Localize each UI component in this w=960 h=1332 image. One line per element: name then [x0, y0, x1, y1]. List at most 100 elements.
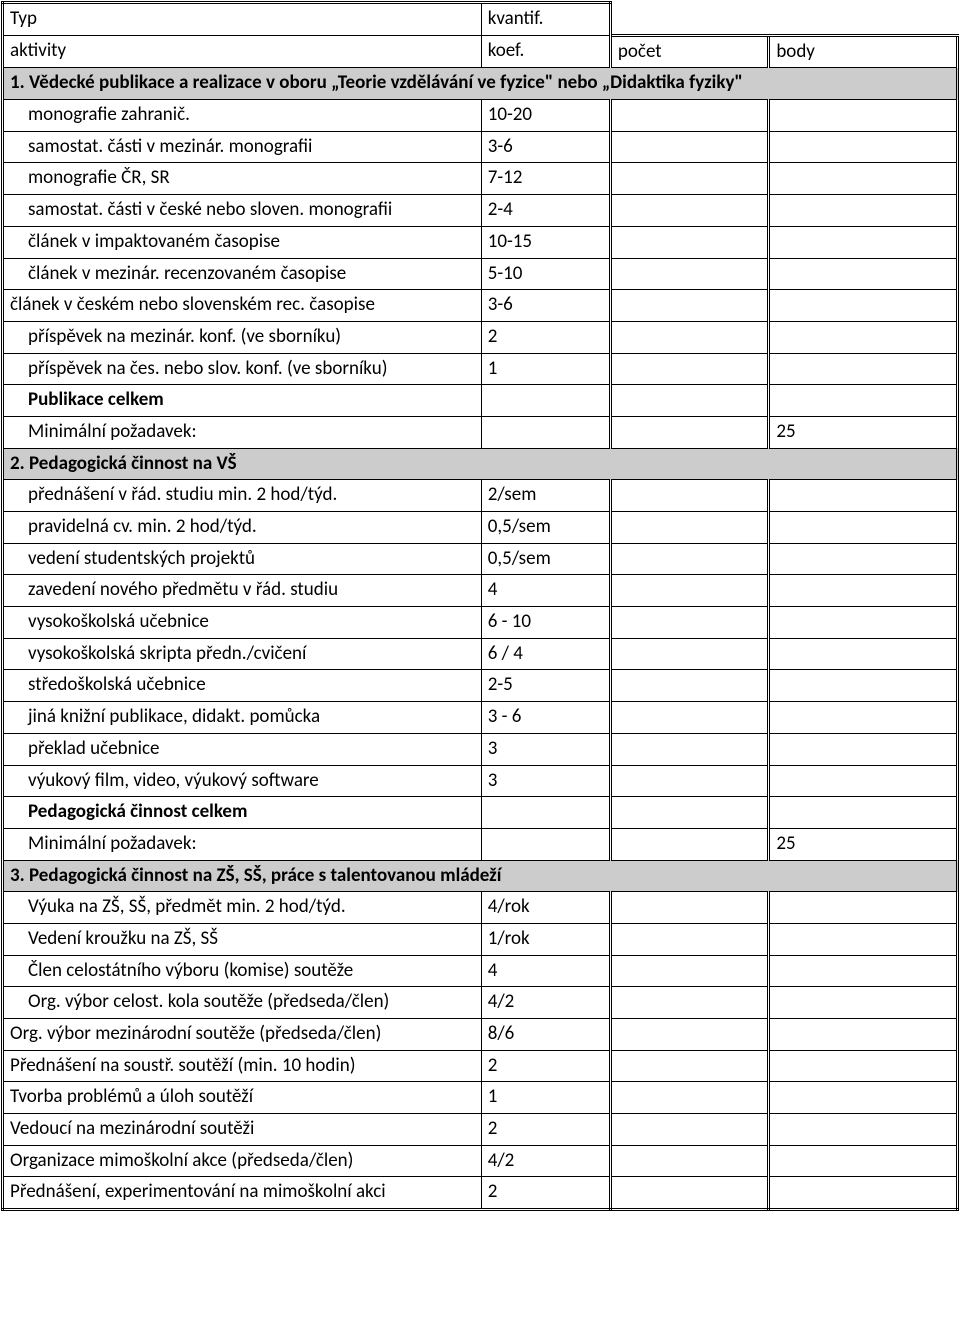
s1-min-label: Minimální požadavek: [3, 416, 482, 448]
row-label: vysokoškolská učebnice [3, 607, 482, 639]
row-body [769, 131, 958, 163]
row-body [769, 638, 958, 670]
row-body [769, 923, 958, 955]
row-label: vedení studentských projektů [3, 543, 482, 575]
row-pocet [610, 987, 768, 1019]
row-label: Přednášení na soustř. soutěží (min. 10 h… [3, 1050, 482, 1082]
header-typ: Typ [3, 3, 482, 36]
row-koef: 10-15 [481, 226, 610, 258]
row-label: článek v českém nebo slovenském rec. čas… [3, 290, 482, 322]
row-pocet [610, 607, 768, 639]
s2-total: Pedagogická činnost celkem [3, 797, 482, 829]
row-pocet [610, 765, 768, 797]
row-label: zavedení nového předmětu v řád. studiu [3, 575, 482, 607]
row-label: pravidelná cv. min. 2 hod/týd. [3, 512, 482, 544]
row-label: Org. výbor celost. kola soutěže (předsed… [3, 987, 482, 1019]
row-koef: 8/6 [481, 1019, 610, 1051]
row-body [769, 195, 958, 227]
row-pocet [610, 543, 768, 575]
row-pocet [610, 955, 768, 987]
row-koef: 4/2 [481, 987, 610, 1019]
header-aktivity: aktivity [3, 35, 482, 68]
row-koef: 3 [481, 765, 610, 797]
row-body [769, 987, 958, 1019]
row-body [769, 1145, 958, 1177]
s1-total: Publikace celkem [3, 385, 482, 417]
row-pocet [610, 131, 768, 163]
row-body [769, 702, 958, 734]
row-pocet [610, 923, 768, 955]
row-koef: 3 - 6 [481, 702, 610, 734]
row-pocet [610, 1019, 768, 1051]
row-koef: 2 [481, 1050, 610, 1082]
row-pocet [610, 575, 768, 607]
row-pocet [610, 1114, 768, 1146]
row-pocet [610, 512, 768, 544]
row-koef: 5-10 [481, 258, 610, 290]
row-body [769, 955, 958, 987]
row-pocet [610, 892, 768, 924]
row-body [769, 1050, 958, 1082]
row-label: překlad učebnice [3, 733, 482, 765]
row-koef: 4/rok [481, 892, 610, 924]
row-pocet [610, 226, 768, 258]
row-label: příspěvek na čes. nebo slov. konf. (ve s… [3, 353, 482, 385]
section-3-title: 3. Pedagogická činnost na ZŠ, SŠ, práce … [3, 860, 958, 892]
row-pocet [610, 258, 768, 290]
activity-table: Typ kvantif. aktivity koef. počet body 1… [1, 1, 959, 1211]
row-label: příspěvek na mezinár. konf. (ve sborníku… [3, 321, 482, 353]
row-label: samostat. části v české nebo sloven. mon… [3, 195, 482, 227]
row-label: Vedení kroužku na ZŠ, SŠ [3, 923, 482, 955]
row-body [769, 1082, 958, 1114]
row-koef: 3-6 [481, 131, 610, 163]
row-koef: 1 [481, 1082, 610, 1114]
header-pocet: počet [610, 35, 768, 68]
row-label: Výuka na ZŠ, SŠ, předmět min. 2 hod/týd. [3, 892, 482, 924]
row-label: jiná knižní publikace, didakt. pomůcka [3, 702, 482, 734]
row-koef: 0,5/sem [481, 512, 610, 544]
row-body [769, 1019, 958, 1051]
row-pocet [610, 290, 768, 322]
row-body [769, 480, 958, 512]
row-body [769, 163, 958, 195]
row-pocet [610, 100, 768, 132]
row-koef: 6 - 10 [481, 607, 610, 639]
row-pocet [610, 353, 768, 385]
row-koef: 3 [481, 733, 610, 765]
row-body [769, 226, 958, 258]
row-body [769, 258, 958, 290]
row-body [769, 321, 958, 353]
row-label: výukový film, video, výukový software [3, 765, 482, 797]
row-koef: 10-20 [481, 100, 610, 132]
row-koef: 0,5/sem [481, 543, 610, 575]
header-koef: koef. [481, 35, 610, 68]
row-label: Přednášení, experimentování na mimoškoln… [3, 1177, 482, 1210]
row-pocet [610, 638, 768, 670]
row-koef: 3-6 [481, 290, 610, 322]
s2-min-label: Minimální požadavek: [3, 828, 482, 860]
row-body [769, 670, 958, 702]
row-label: monografie zahranič. [3, 100, 482, 132]
row-koef: 1 [481, 353, 610, 385]
row-koef: 2/sem [481, 480, 610, 512]
row-body [769, 100, 958, 132]
row-body [769, 1177, 958, 1210]
row-pocet [610, 163, 768, 195]
row-label: Vedoucí na mezinárodní soutěži [3, 1114, 482, 1146]
row-koef: 7-12 [481, 163, 610, 195]
row-label: monografie ČR, SR [3, 163, 482, 195]
row-koef: 4 [481, 575, 610, 607]
row-label: samostat. části v mezinár. monografii [3, 131, 482, 163]
header-body: body [769, 35, 958, 68]
row-koef: 6 / 4 [481, 638, 610, 670]
row-body [769, 512, 958, 544]
row-koef: 2 [481, 1177, 610, 1210]
row-koef: 2-5 [481, 670, 610, 702]
row-body [769, 575, 958, 607]
row-pocet [610, 1177, 768, 1210]
section-2-title: 2. Pedagogická činnost na VŠ [3, 448, 958, 480]
row-koef: 4 [481, 955, 610, 987]
row-label: Člen celostátního výboru (komise) soutěž… [3, 955, 482, 987]
row-pocet [610, 195, 768, 227]
section-1-title: 1. Vědecké publikace a realizace v oboru… [3, 68, 958, 100]
